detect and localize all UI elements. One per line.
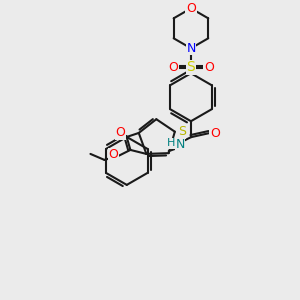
Text: S: S xyxy=(178,125,186,138)
Text: O: O xyxy=(109,148,118,161)
Text: S: S xyxy=(187,60,195,74)
Text: O: O xyxy=(168,61,178,74)
Text: O: O xyxy=(204,61,214,74)
Text: H: H xyxy=(167,138,175,148)
Text: O: O xyxy=(186,2,196,15)
Text: N: N xyxy=(175,138,185,151)
Text: O: O xyxy=(116,126,125,140)
Text: N: N xyxy=(186,42,196,55)
Text: O: O xyxy=(210,127,220,140)
